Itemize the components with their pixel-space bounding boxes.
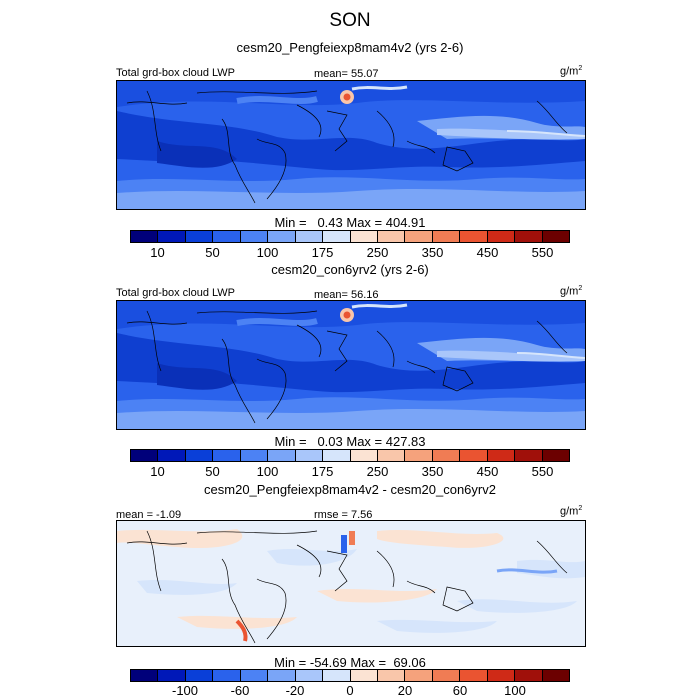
colorbar-box <box>350 231 378 242</box>
colorbar-box <box>323 450 351 461</box>
colorbar-box <box>240 231 269 242</box>
colorbar-tick-label: 175 <box>311 245 334 260</box>
panel3-subtitle: cesm20_Pengfeiexp8mam4v2 - cesm20_con6yr… <box>204 482 496 497</box>
colorbar-box <box>377 450 406 461</box>
colorbar-box <box>487 670 516 681</box>
panel2-mean-label: mean= 56.16 <box>314 289 379 301</box>
panel1-colorbar-ticks: 10 50 100 175 250 350 450 550 <box>130 245 570 260</box>
colorbar-box <box>158 231 186 242</box>
colorbar-box <box>515 450 543 461</box>
colorbar-box <box>460 231 488 242</box>
panel1-variable-label: Total grd-box cloud LWP <box>116 67 236 79</box>
colorbar-box <box>295 231 324 242</box>
colorbar-box <box>405 231 433 242</box>
colorbar-tick-label: 60 <box>452 683 468 698</box>
panel3-minmax: Min = -54.69 Max = 69.06 <box>274 655 426 670</box>
colorbar-box <box>213 450 241 461</box>
colorbar-tick-label: 50 <box>205 464 220 479</box>
colorbar-box <box>460 450 488 461</box>
panel2-units: g/m2 <box>560 285 583 298</box>
colorbar-box <box>213 231 241 242</box>
colorbar-box <box>542 231 569 242</box>
colorbar-box <box>268 450 296 461</box>
colorbar-box <box>240 670 269 681</box>
colorbar-box <box>350 450 378 461</box>
panel2-minmax: Min = 0.03 Max = 427.83 <box>274 434 426 449</box>
colorbar-box <box>460 670 488 681</box>
panel2-map <box>116 300 586 430</box>
colorbar-box <box>185 450 214 461</box>
colorbar-box <box>350 670 378 681</box>
colorbar-box <box>542 450 569 461</box>
panel1-colorbar <box>130 230 570 243</box>
panel1-minmax: Min = 0.43 Max = 404.91 <box>274 215 426 230</box>
colorbar-tick-label: 350 <box>421 245 444 260</box>
colorbar-tick-label: -100 <box>171 683 199 698</box>
panel2-map-svg <box>117 301 585 429</box>
colorbar-box <box>158 450 186 461</box>
colorbar-tick-label: -20 <box>285 683 305 698</box>
colorbar-tick-label: 175 <box>311 464 334 479</box>
colorbar-tick-label: 450 <box>476 245 499 260</box>
colorbar-box <box>295 450 324 461</box>
colorbar-box <box>131 450 159 461</box>
panel3-rmse-label: rmse = 7.56 <box>314 509 373 521</box>
panel3-map-svg <box>117 521 585 646</box>
panel1-map-svg <box>117 81 585 209</box>
colorbar-tick-label: 100 <box>256 464 279 479</box>
colorbar-tick-label: 550 <box>531 245 554 260</box>
colorbar-box <box>377 231 406 242</box>
panel1-units: g/m2 <box>560 65 583 78</box>
panel2-colorbar-ticks: 10 50 100 175 250 350 450 550 <box>130 464 570 479</box>
colorbar-box <box>405 450 433 461</box>
panel1-mean-label: mean= 55.07 <box>314 68 379 80</box>
colorbar-box <box>432 450 461 461</box>
colorbar-box <box>295 670 324 681</box>
colorbar-box <box>131 231 159 242</box>
colorbar-box <box>515 231 543 242</box>
panel3-colorbar <box>130 669 570 682</box>
panel3-mean-label: mean = -1.09 <box>116 509 182 521</box>
panel2-subtitle: cesm20_con6yrv2 (yrs 2-6) <box>271 262 429 277</box>
colorbar-tick-label: 0 <box>346 683 354 698</box>
panel2-colorbar <box>130 449 570 462</box>
colorbar-box <box>487 450 516 461</box>
colorbar-box <box>542 670 569 681</box>
colorbar-box <box>268 231 296 242</box>
panel2-variable-label: Total grd-box cloud LWP <box>116 287 236 299</box>
colorbar-box <box>240 450 269 461</box>
colorbar-tick-label: -60 <box>230 683 250 698</box>
colorbar-box <box>323 670 351 681</box>
colorbar-box <box>213 670 241 681</box>
colorbar-tick-label: 100 <box>504 683 526 698</box>
colorbar-tick-label: 100 <box>256 245 279 260</box>
panel3-colorbar-ticks: -100 -60 -20 0 20 60 100 <box>130 683 570 698</box>
colorbar-tick-label: 250 <box>366 464 389 479</box>
panel1-map <box>116 80 586 210</box>
colorbar-box <box>158 670 186 681</box>
colorbar-box <box>432 231 461 242</box>
colorbar-tick-label: 350 <box>421 464 444 479</box>
colorbar-box <box>515 670 543 681</box>
figure-title: SON <box>329 10 371 31</box>
colorbar-tick-label: 450 <box>476 464 499 479</box>
colorbar-box <box>185 670 214 681</box>
colorbar-box <box>487 231 516 242</box>
colorbar-box <box>185 231 214 242</box>
colorbar-box <box>268 670 296 681</box>
colorbar-tick-label: 20 <box>397 683 413 698</box>
colorbar-tick-label: 10 <box>150 464 165 479</box>
colorbar-tick-label: 550 <box>531 464 554 479</box>
panel3-units: g/m2 <box>560 505 583 518</box>
colorbar-box <box>405 670 433 681</box>
colorbar-tick-label: 50 <box>205 245 220 260</box>
colorbar-box <box>377 670 406 681</box>
colorbar-tick-label: 10 <box>150 245 165 260</box>
colorbar-box <box>131 670 159 681</box>
colorbar-box <box>323 231 351 242</box>
colorbar-box <box>432 670 461 681</box>
colorbar-tick-label: 250 <box>366 245 389 260</box>
panel3-map <box>116 520 586 647</box>
panel1-subtitle: cesm20_Pengfeiexp8mam4v2 (yrs 2-6) <box>236 40 464 55</box>
